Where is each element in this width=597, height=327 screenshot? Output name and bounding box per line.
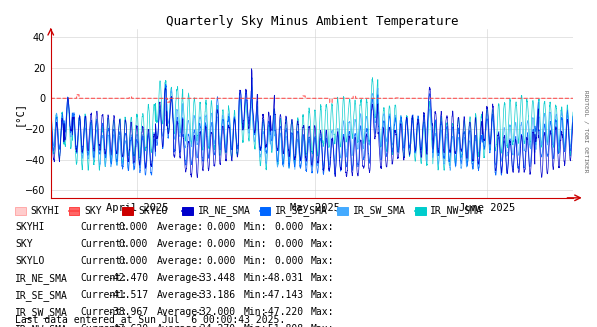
Text: Current:: Current:	[81, 273, 128, 283]
Text: Current:: Current:	[81, 256, 128, 266]
Text: IR_SE_SMA: IR_SE_SMA	[275, 205, 328, 216]
Text: 0.000: 0.000	[119, 256, 148, 266]
Text: 0.000: 0.000	[119, 239, 148, 249]
Text: Average:: Average:	[156, 256, 204, 266]
Text: Min:: Min:	[244, 222, 267, 232]
Text: Max:: Max:	[310, 256, 334, 266]
Text: -32.000: -32.000	[195, 307, 236, 317]
Text: Last data entered at Sun Jul  6 00:00:43 2025.: Last data entered at Sun Jul 6 00:00:43 …	[15, 315, 285, 325]
Text: SKYLO: SKYLO	[15, 256, 44, 266]
Text: SKY: SKY	[84, 206, 102, 216]
Text: -33.186: -33.186	[195, 290, 236, 300]
Text: Min:: Min:	[244, 256, 267, 266]
Text: IR_NE_SMA: IR_NE_SMA	[198, 205, 251, 216]
Title: Quarterly Sky Minus Ambient Temperature: Quarterly Sky Minus Ambient Temperature	[166, 15, 458, 28]
Text: 0.000: 0.000	[119, 222, 148, 232]
Text: Max:: Max:	[310, 239, 334, 249]
Text: Current:: Current:	[81, 222, 128, 232]
Text: -24.270: -24.270	[195, 324, 236, 327]
Text: -47.220: -47.220	[262, 307, 303, 317]
Text: IR_SW_SMA: IR_SW_SMA	[15, 307, 68, 318]
Text: Average:: Average:	[156, 324, 204, 327]
Text: IR_NW_SMA: IR_NW_SMA	[430, 205, 484, 216]
Text: 0.000: 0.000	[207, 256, 236, 266]
Y-axis label: [°C]: [°C]	[13, 101, 23, 126]
Text: Max:: Max:	[310, 273, 334, 283]
Text: -33.448: -33.448	[195, 273, 236, 283]
Text: -42.470: -42.470	[107, 273, 148, 283]
Text: IR_NE_SMA: IR_NE_SMA	[15, 273, 68, 284]
Text: Current:: Current:	[81, 239, 128, 249]
Text: Min:: Min:	[244, 324, 267, 327]
Text: -47.143: -47.143	[262, 290, 303, 300]
Text: Average:: Average:	[156, 222, 204, 232]
Text: Average:: Average:	[156, 273, 204, 283]
Text: Min:: Min:	[244, 273, 267, 283]
Text: IR_SW_SMA: IR_SW_SMA	[353, 205, 406, 216]
Text: 0.000: 0.000	[274, 222, 303, 232]
Text: IR_NW_SMA: IR_NW_SMA	[15, 324, 68, 327]
Text: SKYHI: SKYHI	[30, 206, 60, 216]
Text: -41.517: -41.517	[107, 290, 148, 300]
Text: Average:: Average:	[156, 239, 204, 249]
Text: Current:: Current:	[81, 324, 128, 327]
Text: 0.000: 0.000	[207, 239, 236, 249]
Text: -48.031: -48.031	[262, 273, 303, 283]
Text: Max:: Max:	[310, 324, 334, 327]
Text: Average:: Average:	[156, 290, 204, 300]
Text: 0.000: 0.000	[207, 222, 236, 232]
Text: Max:: Max:	[310, 290, 334, 300]
Text: SKYLO: SKYLO	[138, 206, 167, 216]
Text: -47.620: -47.620	[107, 324, 148, 327]
Text: 0.000: 0.000	[274, 239, 303, 249]
Text: SKY: SKY	[15, 239, 33, 249]
Text: -51.808: -51.808	[262, 324, 303, 327]
Text: Min:: Min:	[244, 239, 267, 249]
Text: Min:: Min:	[244, 307, 267, 317]
Text: Min:: Min:	[244, 290, 267, 300]
Text: Current:: Current:	[81, 290, 128, 300]
Text: Max:: Max:	[310, 307, 334, 317]
Text: Max:: Max:	[310, 222, 334, 232]
Text: Average:: Average:	[156, 307, 204, 317]
Text: -38.967: -38.967	[107, 307, 148, 317]
Text: SKYHI: SKYHI	[15, 222, 44, 232]
Text: IR_SE_SMA: IR_SE_SMA	[15, 290, 68, 301]
Text: 0.000: 0.000	[274, 256, 303, 266]
Text: Current:: Current:	[81, 307, 128, 317]
Text: RRDTOOL / TOBI OETIKER: RRDTOOL / TOBI OETIKER	[584, 90, 589, 172]
